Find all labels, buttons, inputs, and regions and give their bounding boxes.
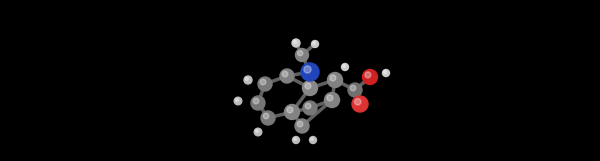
Circle shape xyxy=(327,95,333,101)
Circle shape xyxy=(305,103,311,109)
Circle shape xyxy=(350,85,356,91)
Circle shape xyxy=(244,76,252,84)
Circle shape xyxy=(297,121,303,127)
Circle shape xyxy=(235,98,238,101)
Circle shape xyxy=(298,51,303,56)
Circle shape xyxy=(245,77,248,80)
Circle shape xyxy=(284,104,299,119)
Circle shape xyxy=(328,72,343,87)
Circle shape xyxy=(330,75,336,81)
Circle shape xyxy=(293,138,296,140)
Circle shape xyxy=(253,98,259,104)
Circle shape xyxy=(352,96,368,112)
Circle shape xyxy=(261,111,275,125)
Circle shape xyxy=(256,129,259,133)
Circle shape xyxy=(310,137,317,143)
Circle shape xyxy=(303,101,317,115)
Circle shape xyxy=(311,138,313,140)
Circle shape xyxy=(293,137,299,143)
Circle shape xyxy=(304,66,311,73)
Circle shape xyxy=(280,69,294,83)
Circle shape xyxy=(296,48,308,62)
Circle shape xyxy=(313,42,316,44)
Circle shape xyxy=(341,63,349,71)
Circle shape xyxy=(234,97,242,105)
Circle shape xyxy=(365,72,371,78)
Circle shape xyxy=(305,83,311,89)
Circle shape xyxy=(293,40,296,43)
Circle shape xyxy=(254,128,262,136)
Circle shape xyxy=(258,77,272,91)
Circle shape xyxy=(251,96,265,110)
Circle shape xyxy=(383,70,389,76)
Circle shape xyxy=(325,93,340,108)
Circle shape xyxy=(362,70,377,85)
Circle shape xyxy=(302,80,317,95)
Circle shape xyxy=(292,39,300,47)
Circle shape xyxy=(282,71,288,77)
Circle shape xyxy=(301,63,319,81)
Circle shape xyxy=(348,83,362,97)
Circle shape xyxy=(355,99,361,105)
Circle shape xyxy=(311,41,319,47)
Circle shape xyxy=(260,79,266,85)
Circle shape xyxy=(343,65,346,67)
Circle shape xyxy=(263,113,269,119)
Circle shape xyxy=(295,119,309,133)
Circle shape xyxy=(383,71,386,73)
Circle shape xyxy=(287,107,293,113)
